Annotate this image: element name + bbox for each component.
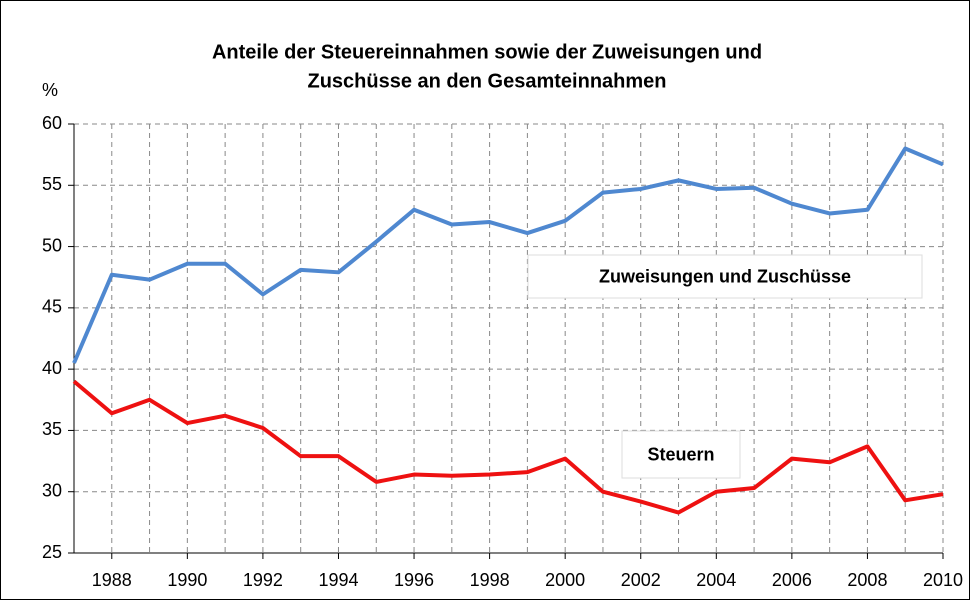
y-tick-label: 55	[42, 174, 62, 194]
series-label: Zuweisungen und Zuschüsse	[599, 266, 851, 286]
y-tick-label: 30	[42, 480, 62, 500]
x-tick-label: 2008	[847, 570, 887, 590]
x-tick-label: 1996	[394, 570, 434, 590]
series-label: Steuern	[647, 444, 714, 464]
x-tick-label: 2000	[545, 570, 585, 590]
chart-title: Zuschüsse an den Gesamteinnahmen	[308, 70, 667, 92]
x-tick-label: 2004	[696, 570, 736, 590]
x-tick-label: 1988	[92, 570, 132, 590]
x-tick-label: 1992	[243, 570, 283, 590]
x-tick-label: 2002	[621, 570, 661, 590]
y-axis-label: %	[42, 80, 58, 100]
series-line	[72, 146, 944, 364]
y-tick-label: 35	[42, 419, 62, 439]
y-tick-label: 50	[42, 235, 62, 255]
y-tick-label: 25	[42, 542, 62, 562]
series-label-box	[621, 430, 741, 479]
y-tick-label: 45	[42, 297, 62, 317]
chart-title: Anteile der Steuereinnahmen sowie der Zu…	[212, 41, 762, 63]
x-tick-label: 2010	[923, 570, 963, 590]
y-tick-label: 40	[42, 358, 62, 378]
series-line	[72, 379, 944, 515]
x-tick-label: 2006	[772, 570, 812, 590]
y-tick-label: 60	[42, 113, 62, 133]
x-tick-label: 1998	[470, 570, 510, 590]
series-label-box	[527, 254, 923, 299]
x-tick-label: 1994	[318, 570, 358, 590]
x-tick-label: 1990	[167, 570, 207, 590]
